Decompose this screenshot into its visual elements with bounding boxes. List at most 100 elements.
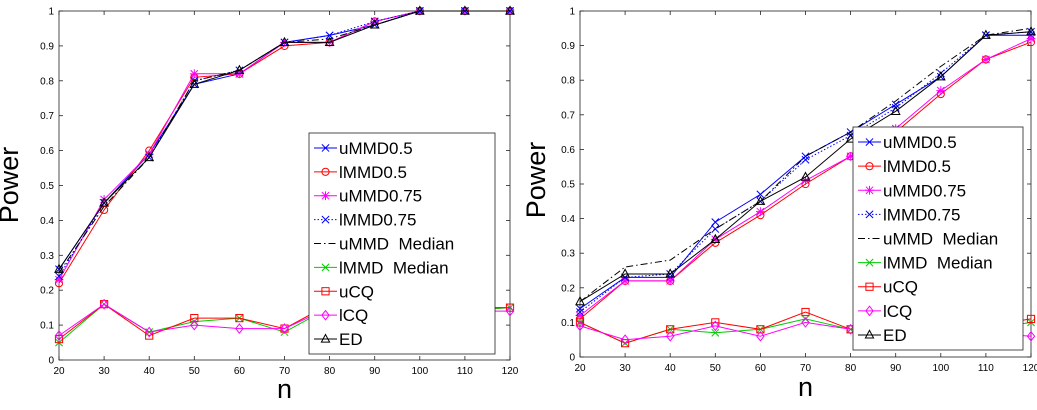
data-point — [1026, 26, 1036, 36]
x-tick-label: 60 — [234, 366, 246, 377]
data-point — [665, 276, 675, 286]
legend-label: uMMD Median — [883, 230, 998, 249]
data-point — [234, 64, 245, 74]
data-point — [575, 295, 585, 306]
series-ed — [575, 26, 1036, 306]
legend-label: lMMD0.5 — [883, 157, 951, 176]
data-point — [890, 105, 901, 115]
x-tick-label: 70 — [800, 363, 812, 374]
x-tick-label: 120 — [1023, 363, 1037, 374]
data-point — [935, 71, 946, 81]
legend-label: uMMD0.75 — [339, 187, 422, 206]
legend-label: ED — [883, 326, 907, 345]
y-axis-label: Power — [521, 142, 551, 219]
legend-marker — [865, 162, 874, 171]
y-axis-label: Power — [0, 147, 24, 224]
legend-marker — [321, 309, 330, 321]
legend-marker — [864, 329, 875, 339]
legend-label: uMMD0.5 — [883, 133, 957, 152]
y-tick-label: 0.7 — [561, 110, 575, 121]
data-point — [755, 195, 766, 205]
x-tick-label: 110 — [978, 363, 994, 374]
legend-entry: lMMD Median — [314, 258, 449, 277]
legend-label: lMMD Median — [883, 254, 993, 273]
y-tick-label: 0 — [569, 353, 575, 364]
data-point — [55, 272, 63, 281]
data-point — [891, 100, 900, 109]
legend-label: lCQ — [339, 306, 368, 325]
data-point — [235, 323, 244, 335]
data-point — [99, 195, 109, 204]
legend-marker — [321, 215, 330, 224]
data-point — [459, 5, 470, 15]
data-point — [711, 320, 720, 332]
y-tick-label: 0.6 — [561, 145, 575, 156]
x-tick-label: 120 — [502, 366, 519, 377]
data-point — [144, 326, 154, 338]
right-chart: 20 30 40 50 60 70 80 90 100 110 120 0 0.1 0.2 0.3 0.4 0.… — [521, 7, 1037, 403]
data-point — [620, 334, 630, 346]
data-point — [505, 5, 515, 15]
legend: uMMD0.5 lMMD0.5 uMMD0.75 lMMD0.75 uMMD Media… — [852, 126, 1024, 351]
data-point — [54, 263, 64, 273]
legend-entry: uMMD Median — [858, 230, 998, 249]
legend-label: lMMD0.5 — [339, 163, 407, 182]
y-tick-label: 0.3 — [561, 249, 575, 260]
legend-entry: uMMD0.75 — [314, 187, 422, 206]
y-tick-label: 0.9 — [40, 41, 54, 52]
data-point — [665, 268, 676, 278]
x-tick-label: 40 — [144, 366, 156, 377]
legend-box — [852, 126, 1024, 351]
x-tick-label: 80 — [845, 363, 857, 374]
y-tick-label: 0.6 — [40, 146, 54, 157]
legend-label: lMMD0.75 — [339, 211, 416, 230]
data-point — [936, 69, 945, 78]
y-tick-label: 0.9 — [561, 41, 575, 52]
data-point — [54, 330, 64, 341]
legend-entry: uMMD0.5 — [858, 133, 957, 152]
y-tick-label: 0.5 — [40, 181, 54, 192]
legend-entry: lMMD0.5 — [858, 157, 951, 176]
legend-entry: uMMD Median — [314, 235, 454, 254]
data-point — [280, 323, 289, 335]
y-tick-label: 0.2 — [40, 286, 54, 297]
data-point — [756, 330, 765, 342]
legend-label: uMMD0.5 — [339, 139, 413, 158]
x-tick-label: 110 — [457, 366, 473, 377]
series-ed — [54, 5, 515, 273]
series-ummd-median — [579, 27, 1032, 302]
y-tick-label: 0 — [48, 356, 54, 367]
data-point — [369, 19, 380, 29]
data-point — [801, 152, 810, 161]
data-point — [981, 55, 991, 64]
data-point — [190, 319, 199, 331]
legend-label: lCQ — [883, 302, 912, 321]
legend-entry: ED — [858, 326, 907, 345]
x-tick-label: 100 — [932, 363, 949, 374]
legend-marker — [865, 185, 874, 195]
y-tick-label: 0.3 — [40, 251, 54, 262]
data-point — [846, 151, 855, 161]
x-tick-label: 20 — [53, 366, 65, 377]
series-line — [579, 31, 1032, 303]
data-point — [575, 311, 585, 320]
x-tick-label: 100 — [411, 366, 428, 377]
data-point — [711, 218, 720, 227]
y-tick-label: 0.8 — [561, 76, 575, 87]
x-tick-label: 30 — [620, 363, 632, 374]
legend-entry: lMMD0.75 — [314, 211, 416, 230]
left-chart: 20 30 40 50 60 70 80 90 100 110 120 0 0.1 0.2 0.3 0.4 0.… — [0, 5, 519, 404]
data-point — [666, 325, 675, 334]
x-tick-label: 50 — [189, 366, 201, 377]
x-tick-label: 60 — [755, 363, 767, 374]
legend-entry: uMMD0.75 — [858, 181, 966, 200]
y-tick-label: 0.2 — [561, 283, 575, 294]
legend-entry: lMMD0.5 — [314, 163, 407, 182]
y-tick-label: 0.5 — [561, 180, 575, 191]
x-tick-label: 20 — [574, 363, 586, 374]
series-line — [579, 27, 1032, 302]
legend-marker — [865, 138, 874, 147]
y-tick-label: 0.4 — [561, 214, 575, 225]
legend-label: uMMD Median — [339, 235, 454, 254]
